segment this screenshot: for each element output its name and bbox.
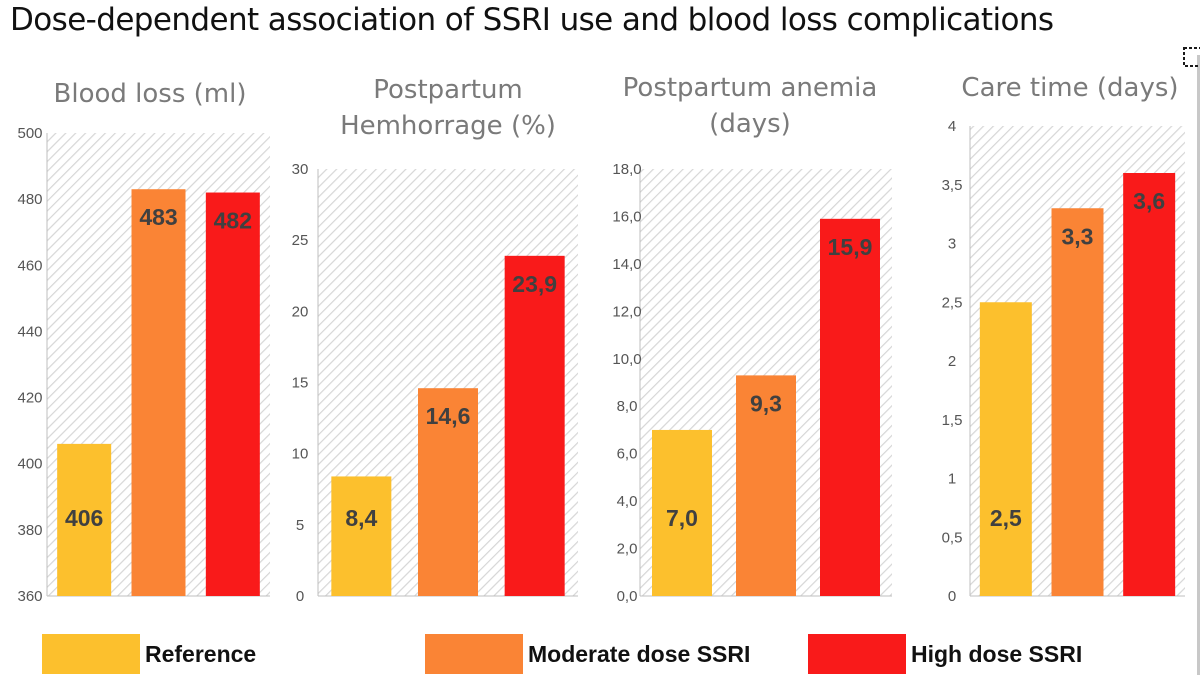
y-tick-label: 0,5: [942, 529, 963, 546]
y-tick-label: 8,0: [617, 398, 638, 415]
slide-edge: [1197, 55, 1200, 675]
legend-swatch-reference: [42, 634, 140, 674]
panel-title-line: Postpartum: [373, 75, 523, 105]
bar-value-label: 23,9: [512, 271, 557, 297]
y-tick-label: 400: [17, 456, 42, 473]
y-tick-label: 0: [948, 588, 956, 605]
bar-reference: [57, 443, 112, 596]
y-tick-label: 2: [948, 353, 956, 370]
y-tick-label: 1: [948, 471, 956, 488]
y-tick-label: 380: [17, 522, 42, 539]
panel-title-line: Hemhorrage (%): [340, 111, 556, 141]
bar-moderate: [418, 388, 478, 596]
panel-title-care-time: Care time (days): [940, 70, 1200, 106]
y-tick-label: 500: [17, 125, 42, 142]
y-tick-label: 6,0: [617, 446, 638, 463]
y-tick-label: 15: [292, 375, 309, 392]
bar-value-label: 483: [139, 204, 177, 230]
bar-high: [205, 192, 260, 596]
chart-panel-postpartum-anemia: 0,0 2,0 4,0 6,0 8,0 10,0 12,0 14,0 16,0 18,0 7,0 9,…: [612, 161, 892, 605]
bar-value-label: 2,5: [990, 505, 1022, 531]
y-tick-label: 18,0: [612, 161, 641, 178]
y-tick-label: 0,0: [617, 588, 638, 605]
chart-panel-blood-loss: 360 380 400 420 440 460 480 500 406 483 482: [17, 125, 270, 605]
bar-reference: [979, 302, 1032, 596]
legend-swatch-high: [808, 634, 906, 674]
bar-moderate: [1051, 208, 1104, 596]
bar-value-label: 14,6: [426, 403, 471, 429]
y-tick-label: 4,0: [617, 493, 638, 510]
bar-value-label: 3,6: [1133, 188, 1165, 214]
bar-reference: [652, 429, 712, 596]
chart-main-title: Dose-dependent association of SSRI use a…: [10, 2, 1054, 38]
y-tick-label: 480: [17, 191, 42, 208]
y-tick-label: 0: [296, 588, 304, 605]
y-tick-label: 3,5: [942, 177, 963, 194]
y-tick-label: 440: [17, 323, 42, 340]
panel-title-line: Care time (days): [961, 73, 1179, 103]
y-tick-label: 2,5: [942, 294, 963, 311]
y-tick-label: 460: [17, 257, 42, 274]
y-tick-label: 360: [17, 588, 42, 605]
y-tick-label: 1,5: [942, 412, 963, 429]
bar-value-label: 8,4: [345, 505, 377, 531]
legend-label-high: High dose SSRI: [911, 641, 1083, 667]
legend-label-reference: Reference: [145, 641, 257, 667]
bar-moderate: [131, 189, 186, 596]
y-tick-label: 4: [948, 118, 956, 135]
y-tick-label: 25: [292, 232, 309, 249]
bar-reference: [331, 476, 392, 596]
chart-panel-postpartum-hemorrhage: 0 5 10 15 20 25 30 8,4 14,6 23,9: [292, 161, 578, 605]
bar-value-label: 7,0: [666, 505, 698, 531]
bar-value-label: 9,3: [750, 390, 782, 416]
corner-grid-fragment: [1182, 46, 1200, 68]
chart-panel-care-time: 0 0,5 1 1,5 2 2,5 3 3,5 4 2,5 3,3 3,6: [942, 118, 1185, 605]
y-tick-label: 3: [948, 236, 956, 253]
y-tick-label: 16,0: [612, 208, 641, 225]
bar-value-label: 406: [65, 505, 103, 531]
y-tick-label: 5: [296, 517, 304, 534]
legend-swatch-moderate: [425, 634, 523, 674]
bar-high: [820, 218, 880, 597]
panel-title-blood-loss: Blood loss (ml): [35, 76, 265, 112]
panel-title-line: Postpartum anemia: [622, 73, 878, 103]
panel-title-postpartum-hemorrhage: Postpartum Hemhorrage (%): [318, 72, 578, 144]
y-tick-label: 30: [292, 161, 309, 178]
y-tick-label: 14,0: [612, 256, 641, 273]
panel-title-line: (days): [709, 109, 791, 139]
y-tick-label: 12,0: [612, 303, 641, 320]
y-tick-label: 10: [292, 446, 309, 463]
bar-value-label: 482: [214, 208, 252, 234]
panel-title-line: Blood loss (ml): [53, 79, 247, 109]
bar-value-label: 15,9: [828, 234, 873, 260]
y-tick-label: 20: [292, 303, 309, 320]
y-tick-label: 2,0: [617, 541, 638, 558]
y-tick-label: 10,0: [612, 351, 641, 368]
y-tick-label: 420: [17, 390, 42, 407]
bar-high: [1123, 173, 1176, 596]
bar-moderate: [736, 375, 796, 596]
bar-high: [504, 255, 565, 596]
bar-value-label: 3,3: [1062, 223, 1094, 249]
legend-label-moderate: Moderate dose SSRI: [528, 641, 751, 667]
panel-title-postpartum-anemia: Postpartum anemia (days): [605, 70, 895, 142]
